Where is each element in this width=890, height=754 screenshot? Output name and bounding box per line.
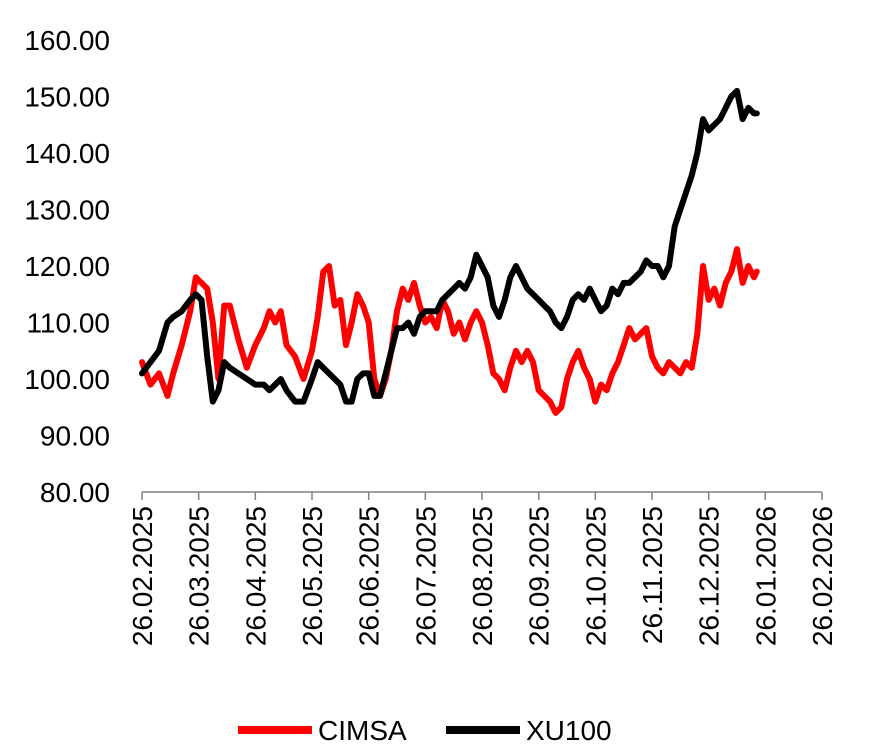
y-tick-label: 120.00 xyxy=(24,251,110,282)
x-tick-label: 26.11.2025 xyxy=(637,506,668,644)
y-axis: 80.00 90.00 100.00 110.00 120.00 130.00 140.00… xyxy=(24,25,110,508)
x-tick-label: 26.08.2025 xyxy=(467,506,498,646)
legend-label-cimsa: CIMSA xyxy=(318,715,407,746)
y-tick-label: 110.00 xyxy=(26,308,110,339)
x-tick-label: 26.02.2025 xyxy=(127,506,158,646)
y-tick-label: 130.00 xyxy=(24,195,110,226)
x-axis: 26.02.2025 26.03.2025 26.04.2025 26.05.2025… xyxy=(127,491,838,646)
series-line-cimsa xyxy=(139,246,760,416)
y-tick-label: 90.00 xyxy=(40,421,110,452)
y-tick-label: 160.00 xyxy=(24,25,110,56)
x-tick-label: 26.07.2025 xyxy=(410,506,441,646)
y-tick-label: 100.00 xyxy=(24,364,110,395)
y-tick-label: 80.00 xyxy=(40,477,110,508)
x-tick-label: 26.12.2025 xyxy=(694,506,725,646)
x-tick-label: 26.09.2025 xyxy=(524,506,555,646)
y-tick-label: 140.00 xyxy=(24,138,110,169)
series-line-xu100 xyxy=(139,87,760,405)
x-tick-label: 26.05.2025 xyxy=(297,506,328,646)
y-tick-label: 150.00 xyxy=(24,82,110,113)
series-group xyxy=(139,87,760,416)
legend: CIMSA XU100 xyxy=(238,715,612,746)
x-tick-label: 26.03.2025 xyxy=(184,506,215,646)
x-tick-label: 26.10.2025 xyxy=(580,506,611,646)
legend-label-xu100: XU100 xyxy=(526,715,612,746)
x-tick-label: 26.02.2026 xyxy=(807,506,838,646)
x-tick-label: 26.04.2025 xyxy=(240,506,271,646)
x-tick-label: 26.06.2025 xyxy=(354,506,385,646)
x-tick-label: 26.01.2026 xyxy=(750,506,781,646)
